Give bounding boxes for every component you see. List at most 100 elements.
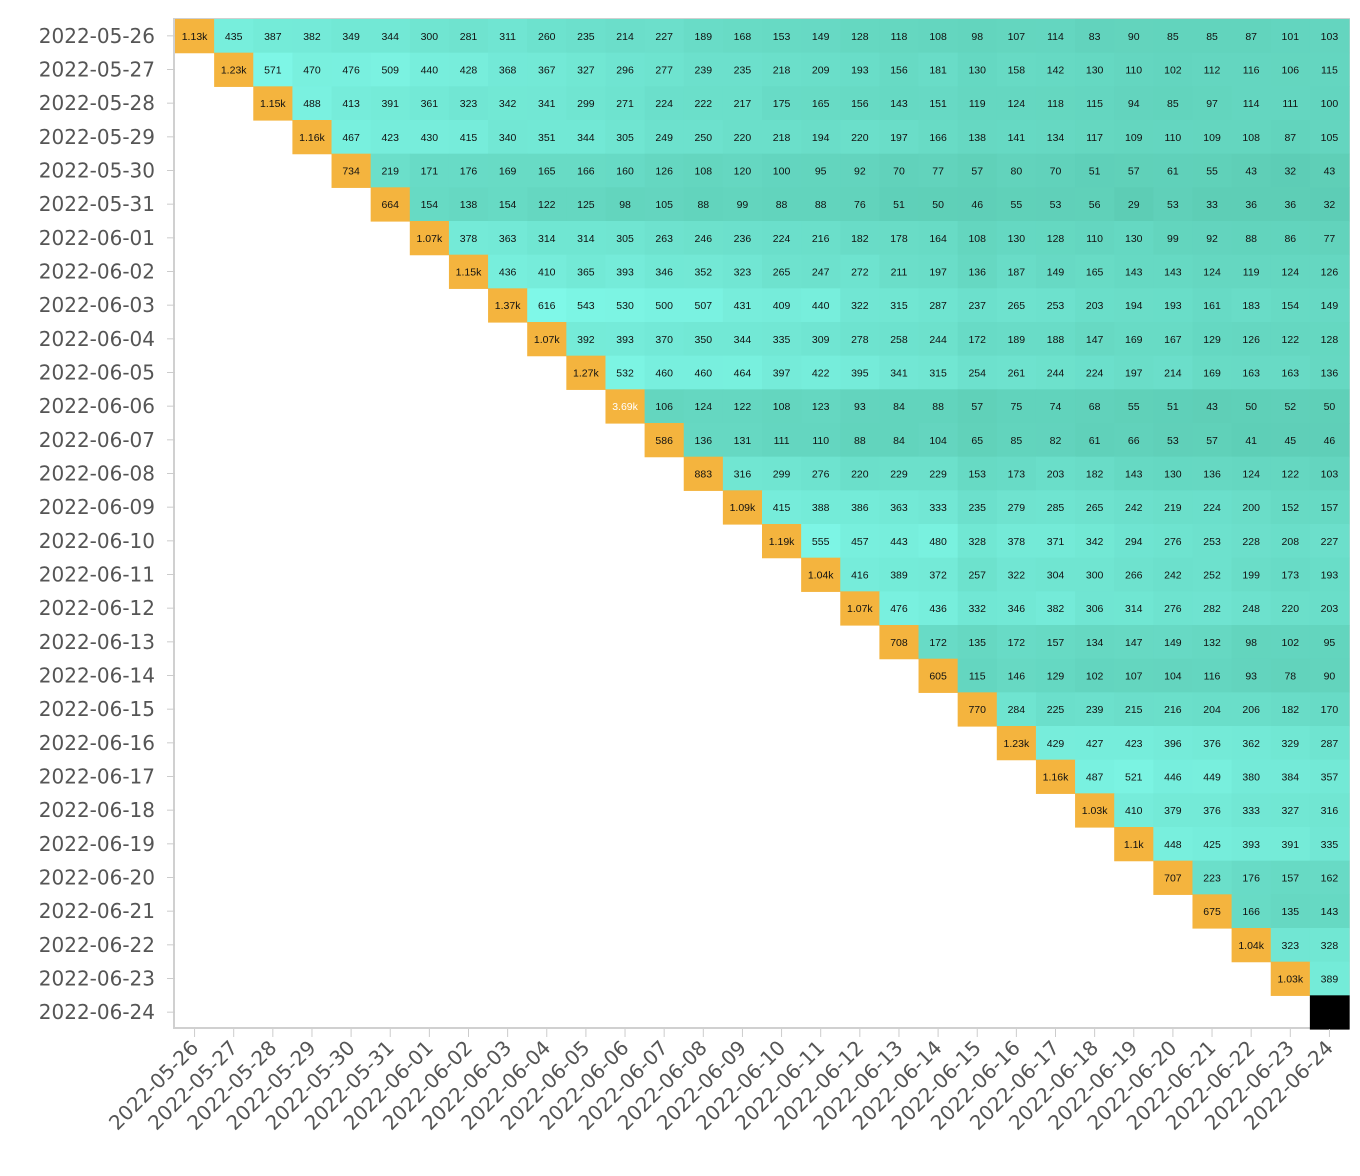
heatmap-cell [1270, 355, 1311, 390]
heatmap-cell [1231, 726, 1272, 761]
heatmap-cell [1192, 423, 1233, 458]
cell-value-label: 333 [1242, 805, 1260, 817]
heatmap-cell [370, 153, 411, 188]
cell-value-label: 157 [1047, 637, 1065, 649]
y-tick-label: 2022-06-15 [39, 697, 155, 721]
cell-value-label: 143 [890, 98, 908, 110]
heatmap-cell [1309, 759, 1350, 794]
heatmap-cell [1309, 355, 1350, 390]
cell-value-label: 664 [381, 199, 399, 211]
cell-value-label: 82 [1050, 435, 1062, 447]
cell-value-label: 55 [1206, 166, 1218, 178]
heatmap-cell [762, 423, 802, 458]
cell-value-label: 43 [1206, 401, 1218, 413]
cell-value-label: 305 [616, 132, 634, 144]
cell-value-label: 1.07k [417, 233, 443, 245]
cell-value-label: 152 [1282, 502, 1300, 514]
cell-value-label: 389 [890, 570, 908, 582]
heatmap-cell [370, 52, 411, 87]
heatmap-cell [918, 19, 959, 54]
cell-value-label: 188 [1047, 334, 1065, 346]
heatmap-cell [1192, 187, 1233, 222]
heatmap-cell [1231, 456, 1272, 491]
cell-value-label: 388 [812, 502, 830, 514]
heatmap-cell [527, 254, 567, 289]
cell-value-label: 124 [1203, 267, 1221, 279]
heatmap-cell [1153, 692, 1194, 727]
heatmap-cell [722, 490, 763, 525]
heatmap-cell [370, 86, 411, 121]
heatmap-cell [1035, 759, 1076, 794]
cell-value-label: 101 [1282, 31, 1300, 43]
heatmap-cell [1231, 490, 1272, 525]
heatmap-cell [370, 187, 411, 222]
cell-value-label: 278 [851, 334, 869, 346]
heatmap-cell [1192, 120, 1233, 155]
heatmap-cell [1231, 557, 1272, 592]
cell-value-label: 83 [1089, 31, 1101, 43]
cell-value-label: 105 [1321, 132, 1339, 144]
heatmap-cell [1035, 591, 1076, 626]
heatmap-cell [801, 490, 841, 525]
y-tick-label: 2022-06-14 [39, 664, 155, 688]
heatmap-cell [566, 288, 607, 323]
cell-value-label: 105 [655, 199, 673, 211]
cell-value-label: 476 [890, 603, 908, 615]
cell-value-label: 85 [1167, 98, 1179, 110]
cell-value-label: 332 [968, 603, 986, 615]
heatmap-cell [957, 524, 998, 559]
cell-value-label: 197 [1125, 368, 1143, 380]
cell-value-label: 244 [929, 334, 947, 346]
heatmap-cell [1035, 692, 1076, 727]
heatmap-cell [644, 423, 685, 458]
heatmap-cell [1153, 86, 1194, 121]
heatmap-cell [1075, 153, 1115, 188]
cell-value-label: 500 [655, 300, 673, 312]
cell-value-label: 108 [968, 233, 986, 245]
cell-value-label: 122 [1282, 469, 1300, 481]
heatmap-cell [1309, 658, 1350, 693]
heatmap-cell [1075, 389, 1115, 424]
cell-value-label: 276 [1164, 603, 1182, 615]
cell-value-label: 322 [1008, 570, 1026, 582]
heatmap-cell [840, 288, 880, 323]
heatmap-cell [1270, 827, 1311, 862]
cell-value-label: 157 [1282, 873, 1300, 885]
heatmap-cell [1153, 254, 1194, 289]
heatmap-cell [1309, 52, 1350, 87]
y-tick-label: 2022-06-17 [39, 765, 155, 789]
cell-value-label: 151 [929, 98, 947, 110]
cell-value-label: 126 [655, 166, 673, 178]
cell-value-label: 50 [932, 199, 944, 211]
cell-value-label: 586 [655, 435, 673, 447]
cell-value-label: 218 [773, 132, 791, 144]
heatmap-cell [1192, 153, 1233, 188]
cell-value-label: 315 [890, 300, 908, 312]
heatmap-cell [722, 288, 763, 323]
heatmap-cell [1192, 389, 1233, 424]
heatmap-cell [566, 187, 607, 222]
cell-value-label: 224 [773, 233, 791, 245]
cell-value-label: 193 [1321, 570, 1339, 582]
heatmap-cell [840, 254, 880, 289]
y-tick-label: 2022-06-16 [39, 731, 155, 755]
cell-value-label: 126 [1242, 334, 1260, 346]
cell-value-label: 136 [968, 267, 986, 279]
heatmap-cell [488, 221, 528, 256]
cell-value-label: 368 [499, 65, 517, 77]
heatmap-cell [840, 423, 880, 458]
cell-value-label: 176 [1242, 873, 1260, 885]
cell-value-label: 175 [773, 98, 791, 110]
heatmap-cell [996, 254, 1037, 289]
heatmap-cell [879, 490, 920, 525]
heatmap-cell [1270, 86, 1311, 121]
heatmap-cell [1309, 456, 1350, 491]
heatmap-cell [996, 221, 1037, 256]
heatmap-cell [605, 355, 646, 390]
heatmap-cell [1035, 153, 1076, 188]
heatmap-cell [722, 52, 763, 87]
heatmap-cell [957, 120, 998, 155]
heatmap-cell [527, 221, 567, 256]
heatmap-cell [527, 52, 567, 87]
cell-value-label: 46 [971, 199, 983, 211]
